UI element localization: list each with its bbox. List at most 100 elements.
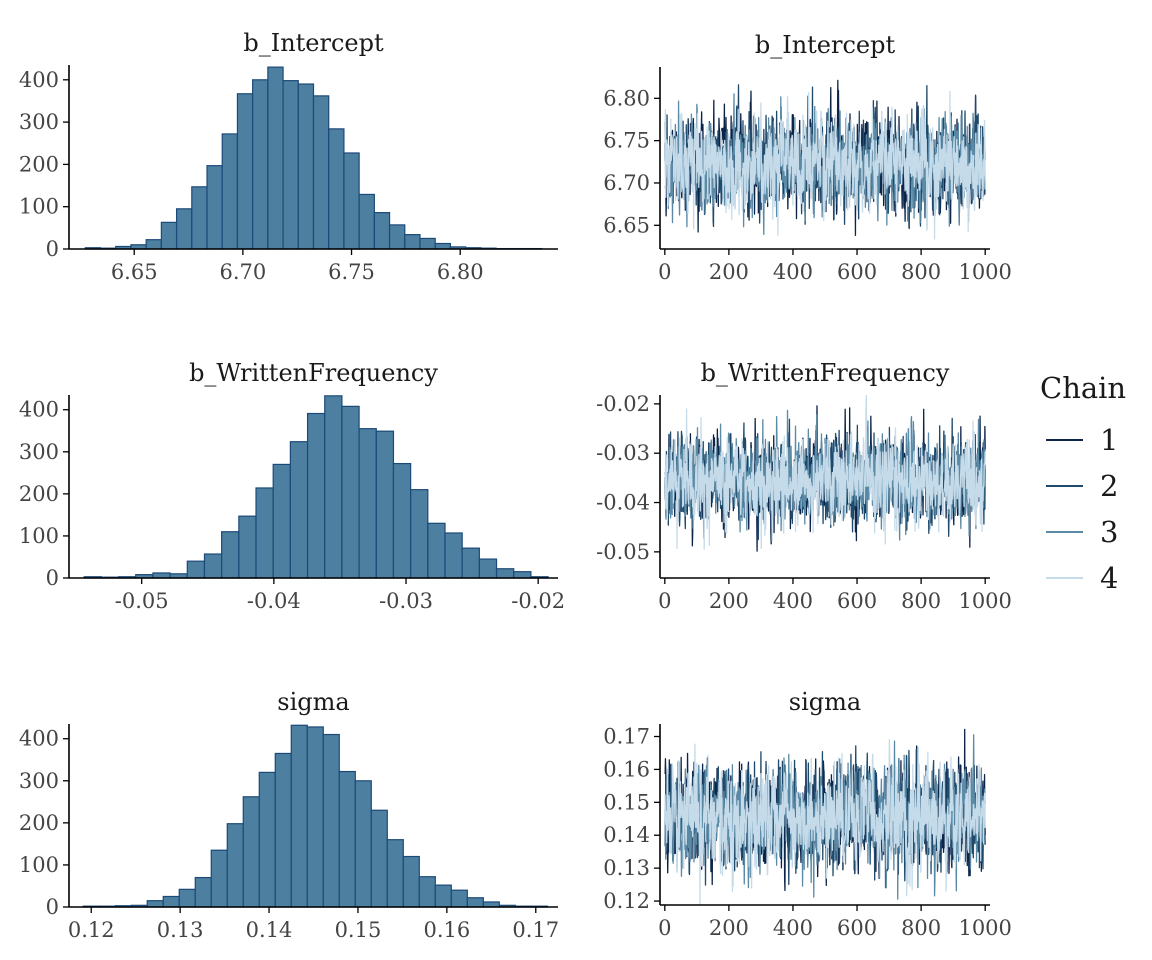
histogram-bar xyxy=(402,855,420,908)
trace-lines xyxy=(664,79,986,240)
x-tick-label: 0.15 xyxy=(335,918,382,942)
histogram-bar xyxy=(450,889,468,908)
histogram-bar xyxy=(343,152,360,250)
histogram-bar xyxy=(444,532,463,579)
panel-title: b_Intercept xyxy=(243,29,384,57)
trace-chain-4 xyxy=(664,395,986,550)
x-tick-label: -0.05 xyxy=(115,589,169,613)
x-tick-label: 0.17 xyxy=(512,918,559,942)
panel-title: b_Intercept xyxy=(755,31,896,59)
y-tick-label: 0.15 xyxy=(603,790,650,814)
trace-lines xyxy=(664,395,986,552)
trace-chain-4 xyxy=(664,90,986,240)
histogram-bar xyxy=(338,770,356,908)
histogram-bar xyxy=(312,95,330,250)
histogram-bar xyxy=(258,771,276,908)
histogram-bar xyxy=(392,462,412,579)
panel-2: b_Intercept 0 200 400 600 800 1000 6.65 6.70 6.75… xyxy=(603,31,1012,284)
panel-title: b_WrittenFrequency xyxy=(701,359,950,387)
histogram-bar xyxy=(289,441,309,579)
histogram-bar xyxy=(255,487,274,579)
y-tick-label: 300 xyxy=(19,769,59,793)
histogram-bar xyxy=(419,237,436,250)
panel-title: sigma xyxy=(789,688,861,716)
y-tick-label: 0 xyxy=(46,566,59,590)
x-tick-label: 200 xyxy=(709,589,749,613)
histogram-bar xyxy=(495,568,515,579)
histogram-bar xyxy=(274,752,292,908)
y-tick-label: -0.03 xyxy=(596,441,650,465)
x-tick-label: 6.75 xyxy=(328,260,375,284)
x-tick-label: 6.80 xyxy=(437,260,484,284)
histogram-bar xyxy=(324,395,343,579)
x-tick-label: -0.02 xyxy=(511,589,565,613)
y-tick-label: 0.16 xyxy=(603,757,650,781)
histogram-bar xyxy=(434,884,452,908)
histogram-bar xyxy=(478,558,498,579)
trace-chain-4 xyxy=(664,738,986,905)
histogram-bar xyxy=(210,849,228,908)
histogram-bar xyxy=(354,780,372,908)
y-tick-label: 6.65 xyxy=(603,213,650,237)
y-tick-label: 200 xyxy=(19,482,59,506)
x-tick-label: 200 xyxy=(709,260,749,284)
histogram-bar xyxy=(373,212,391,250)
histogram-bar xyxy=(427,522,446,579)
histogram-bar xyxy=(434,242,452,250)
legend-title: Chain xyxy=(1040,371,1126,405)
histogram-bar xyxy=(203,553,223,579)
y-tick-label: 100 xyxy=(19,195,59,219)
histogram-bar xyxy=(236,93,254,250)
histogram-bar xyxy=(145,239,162,250)
legend-label: 2 xyxy=(1100,469,1118,503)
histogram-bars xyxy=(82,724,548,908)
histogram-bar xyxy=(226,823,244,908)
y-tick-label: 6.80 xyxy=(603,86,650,110)
histogram-bar xyxy=(252,79,269,250)
histogram-bar xyxy=(206,165,223,250)
y-tick-label: 300 xyxy=(19,110,59,134)
histogram-bar xyxy=(290,724,308,908)
y-tick-label: 6.70 xyxy=(603,171,650,195)
panel-4: b_WrittenFrequency 0 200 400 600 800 1000 -0.05… xyxy=(596,359,1012,613)
x-tick-label: 1000 xyxy=(958,916,1011,940)
histogram-bar xyxy=(242,796,260,908)
panel-1: b_Intercept 6.65 6.70 6.75 6.80 0 100 200 300 400 xyxy=(19,29,558,284)
x-tick-label: 200 xyxy=(709,916,749,940)
y-tick-label: 6.75 xyxy=(603,129,650,153)
panel-title: sigma xyxy=(277,688,349,716)
legend: Chain 1 2 3 4 xyxy=(1040,371,1126,595)
x-tick-label: 1000 xyxy=(958,589,1011,613)
histogram-bar xyxy=(178,888,196,908)
histogram-bar xyxy=(221,531,240,579)
panel-6: sigma 0 200 400 600 800 1000 0.12 0.13 0.14 0.15 0.… xyxy=(603,688,1012,940)
histogram-bar xyxy=(322,733,340,908)
y-tick-label: 200 xyxy=(19,811,59,835)
x-tick-label: 0 xyxy=(658,589,671,613)
x-tick-label: 0.16 xyxy=(423,918,470,942)
histogram-bar xyxy=(191,186,208,250)
histogram-bar xyxy=(386,839,404,908)
histogram-bar xyxy=(328,128,345,250)
x-tick-label: -0.03 xyxy=(379,589,433,613)
y-tick-label: 0.13 xyxy=(603,856,650,880)
x-tick-label: 400 xyxy=(773,916,813,940)
y-tick-label: -0.04 xyxy=(596,491,650,515)
x-tick-label: 6.65 xyxy=(111,260,158,284)
histogram-bar xyxy=(186,560,206,579)
x-tick-label: 0.14 xyxy=(246,918,293,942)
histogram-bar xyxy=(410,489,429,579)
y-tick-label: 100 xyxy=(19,853,59,877)
y-tick-label: 100 xyxy=(19,524,59,548)
x-tick-label: 800 xyxy=(901,589,941,613)
legend-label: 3 xyxy=(1100,515,1118,549)
x-tick-label: 800 xyxy=(901,916,941,940)
histogram-bar xyxy=(358,428,377,579)
histogram-bar xyxy=(341,405,360,579)
histogram-bar xyxy=(388,224,406,250)
histogram-bar xyxy=(267,66,284,250)
y-tick-label: 300 xyxy=(19,440,59,464)
histogram-bar xyxy=(175,208,193,250)
x-tick-label: 6.70 xyxy=(219,260,266,284)
